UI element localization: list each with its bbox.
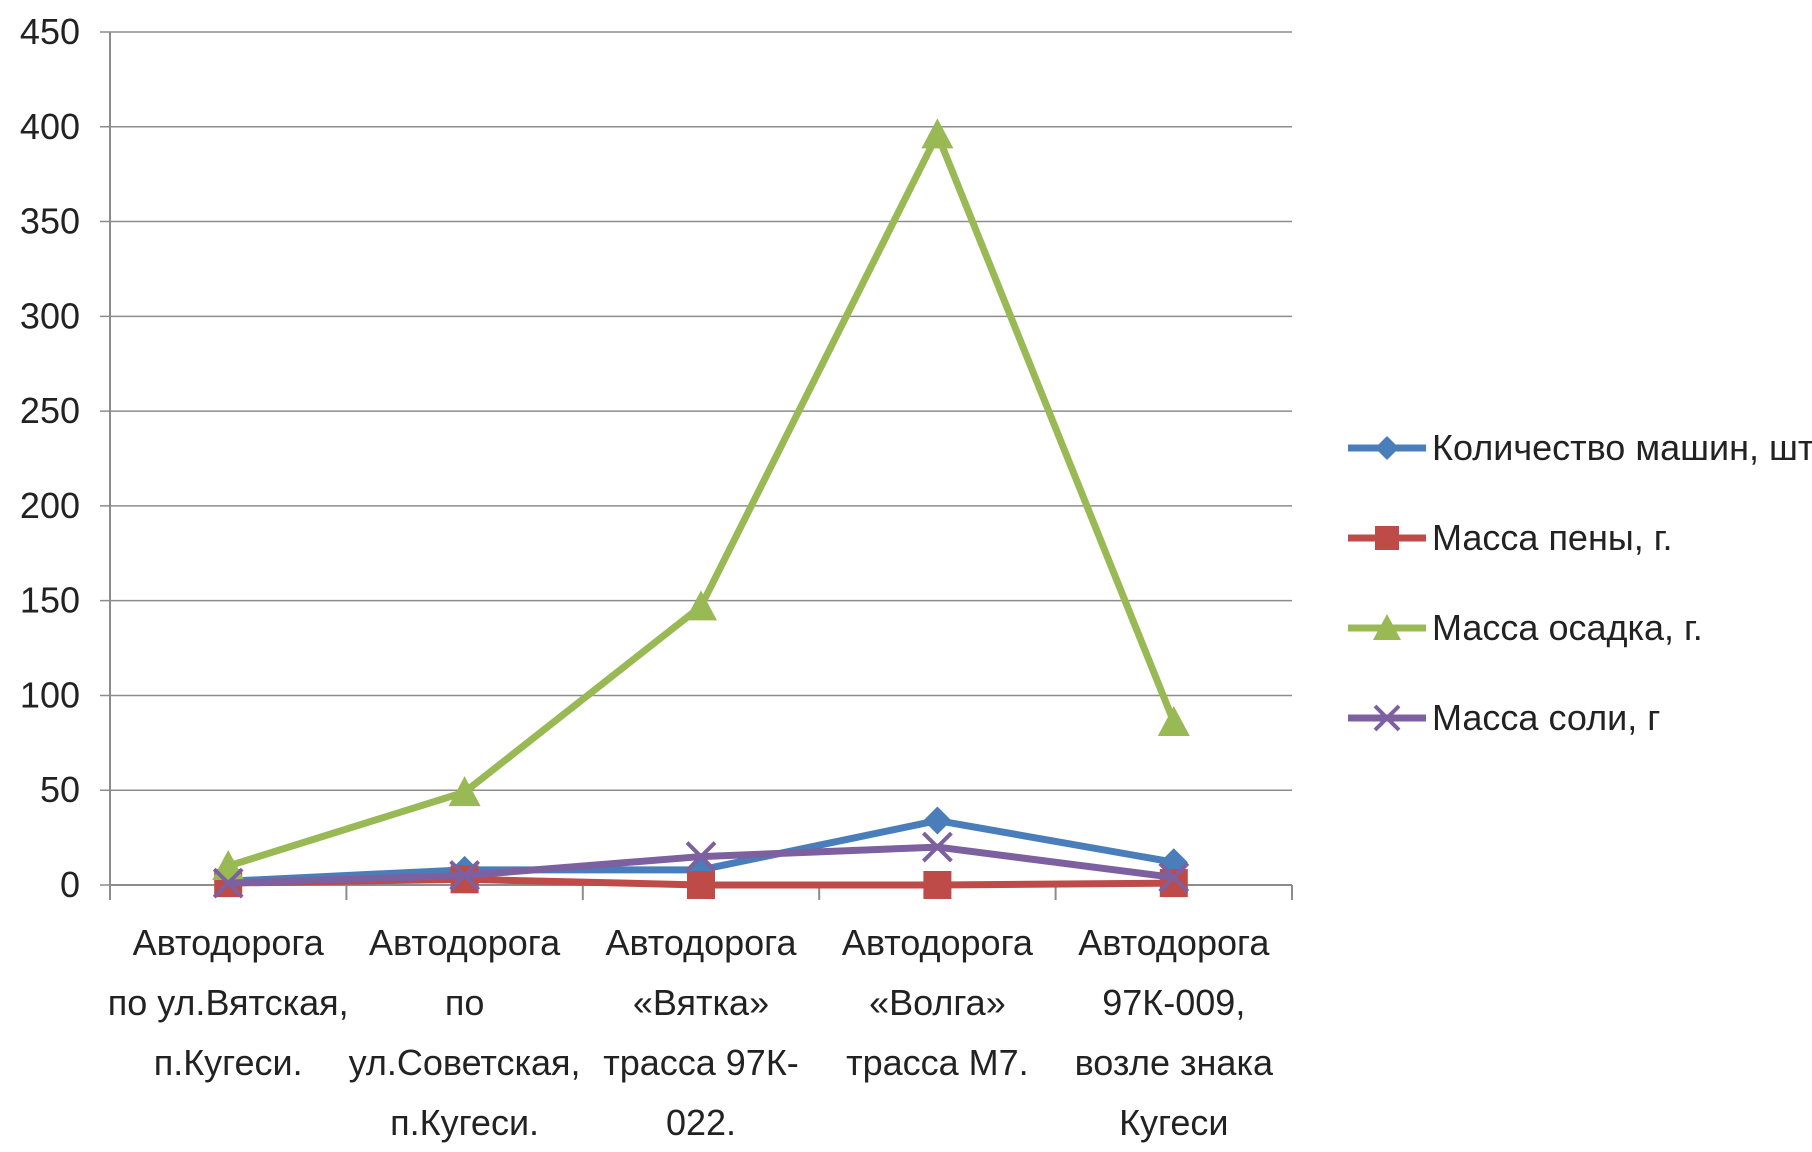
y-tick-label-200: 200 — [20, 485, 80, 526]
legend-item-масса-пены-г: Масса пены, г. — [1348, 517, 1672, 558]
legend-label: Масса пены, г. — [1432, 517, 1672, 558]
data-point-масса-осадка-г-5 — [1157, 705, 1190, 736]
data-point-масса-соли-г-5 — [1158, 862, 1190, 893]
y-tick-label-450: 450 — [20, 11, 80, 52]
data-point-масса-осадка-г-2 — [448, 776, 481, 807]
y-tick-label-250: 250 — [20, 390, 80, 431]
y-tick-label-350: 350 — [20, 201, 80, 242]
legend-label: Масса соли, г — [1432, 697, 1660, 738]
data-point-масса-соли-г-1 — [212, 867, 244, 899]
data-point-масса-осадка-г-4 — [921, 118, 954, 149]
data-point-масса-пены-г-3 — [687, 871, 715, 899]
series-масса-соли-г — [212, 831, 1190, 899]
y-tick-label-150: 150 — [20, 580, 80, 621]
y-tick-label-100: 100 — [20, 674, 80, 715]
x-axis-categories: Автодорога по ул.Вятская, п.Кугеси.Автодор… — [108, 922, 1274, 1143]
legend-marker — [1375, 526, 1399, 550]
x-category-label-4: Автодорога «Волга» трасса М7. — [842, 922, 1034, 1083]
data-point-масса-осадка-г-3 — [685, 590, 717, 621]
x-category-label-2: Автодорога по ул.Советская, п.Кугеси. — [349, 922, 581, 1143]
data-point-масса-соли-г-2 — [449, 860, 481, 891]
legend: Количество машин, шт Масса пены, г. Масса … — [1348, 427, 1812, 738]
data-point-масса-соли-г-4 — [921, 831, 953, 863]
x-category-label-3: Автодорога «Вятка» трасса 97К-022. — [603, 922, 799, 1143]
legend-item-количество-машин-шт: Количество машин, шт — [1348, 427, 1812, 468]
x-category-label-5: Автодорога 97К-009, возле знака Кугеси — [1075, 922, 1274, 1143]
y-tick-label-50: 50 — [40, 769, 80, 810]
y-tick-label-400: 400 — [20, 106, 80, 147]
legend-marker — [1373, 704, 1401, 732]
axes — [109, 32, 1293, 900]
y-tick-label-300: 300 — [20, 295, 80, 336]
y-tick-label-0: 0 — [60, 864, 80, 905]
data-point-масса-пены-г-4 — [923, 871, 952, 899]
series-lines — [212, 118, 1190, 899]
series-масса-осадка-г — [212, 118, 1190, 881]
legend-item-масса-соли-г: Масса соли, г — [1348, 697, 1660, 738]
series-line-масса-осадка-г — [227, 130, 1178, 870]
y-axis-ticks: 0 50 100 150 200 250 300 350 400 450 — [20, 11, 80, 905]
gridlines — [100, 31, 1292, 886]
legend-marker — [1375, 436, 1399, 460]
legend-label: Количество машин, шт — [1432, 427, 1812, 468]
x-category-label-1: Автодорога по ул.Вятская, п.Кугеси. — [108, 922, 349, 1083]
legend-label: Масса осадка, г. — [1432, 607, 1703, 648]
data-point-масса-соли-г-3 — [685, 841, 717, 872]
legend-item-масса-осадка-г: Масса осадка, г. — [1348, 607, 1703, 648]
legend-marker — [1373, 614, 1401, 640]
data-point-количество-машин-шт-4 — [923, 806, 952, 835]
